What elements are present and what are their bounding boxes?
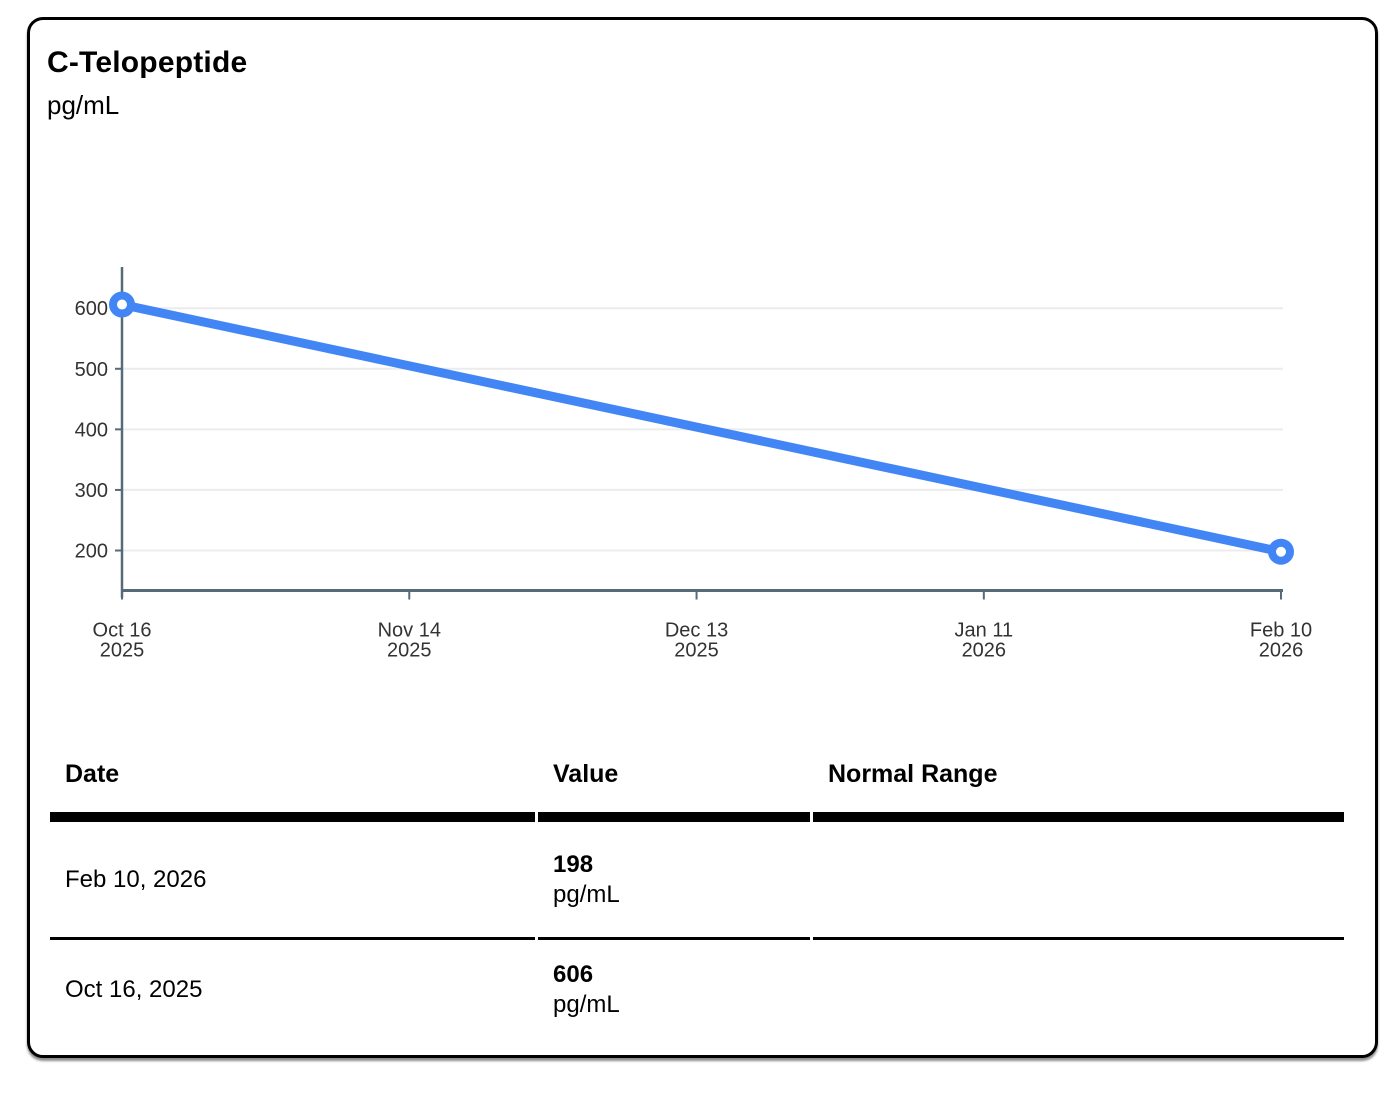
result-value: 198 xyxy=(553,850,594,878)
result-date: Feb 10, 2026 xyxy=(50,822,535,940)
y-tick-label: 300 xyxy=(75,480,108,502)
y-tick-label: 500 xyxy=(75,359,108,381)
result-value-cell: 606 pg/mL xyxy=(538,940,810,1040)
table-header-row: Date Value Normal Range xyxy=(50,752,1344,822)
x-tick-label-date: Dec 13 xyxy=(665,620,728,642)
result-value-unit: pg/mL xyxy=(553,880,620,908)
trend-line xyxy=(117,300,1286,557)
x-tick-label-date: Oct 16 xyxy=(93,620,152,642)
test-unit-label: pg/mL xyxy=(47,90,120,120)
x-tick-label-date: Jan 11 xyxy=(955,620,1014,642)
table-row: Feb 10, 2026 198 pg/mL xyxy=(50,822,1344,940)
result-header: C-Telopeptide pg/mL xyxy=(47,46,248,120)
x-tick-label-year: 2025 xyxy=(387,640,432,662)
result-value-unit: pg/mL xyxy=(553,991,620,1018)
x-tick-label-year: 2026 xyxy=(962,640,1007,662)
result-date: Oct 16, 2025 xyxy=(65,976,203,1003)
col-header-normal-range: Normal Range xyxy=(813,752,1344,822)
col-header-date: Date xyxy=(50,752,535,822)
result-card: C-Telopeptide pg/mL 200 300 400 500 600 Oct 1… xyxy=(27,17,1378,1058)
chart-data-point[interactable] xyxy=(1268,538,1294,565)
x-tick-label-year: 2026 xyxy=(1259,640,1304,662)
x-tick-label-year: 2025 xyxy=(100,640,145,662)
col-header-value: Value xyxy=(538,752,810,822)
result-normal-range xyxy=(813,940,1344,1040)
x-tick-label-date: Nov 14 xyxy=(378,620,441,642)
result-value-cell: 198 pg/mL xyxy=(538,822,810,940)
y-tick-label: 200 xyxy=(75,541,108,563)
chart-data-point[interactable] xyxy=(109,291,135,318)
x-tick-label-year: 2025 xyxy=(674,640,719,662)
result-value: 606 xyxy=(553,961,594,988)
y-tick-label: 600 xyxy=(75,298,108,320)
result-normal-range xyxy=(813,822,1344,940)
trend-chart: 200 300 400 500 600 Oct 16 2025 Nov 14 2025 Dec 1… xyxy=(40,250,1370,690)
y-tick-label: 400 xyxy=(75,419,108,441)
test-title: C-Telopeptide xyxy=(47,46,248,79)
x-tick-label-date: Feb 10 xyxy=(1250,620,1312,642)
results-table: Date Value Normal Range Feb 10, 2026 198… xyxy=(47,752,1347,1040)
table-row: Oct 16, 2025 606 pg/mL xyxy=(50,940,1344,1040)
